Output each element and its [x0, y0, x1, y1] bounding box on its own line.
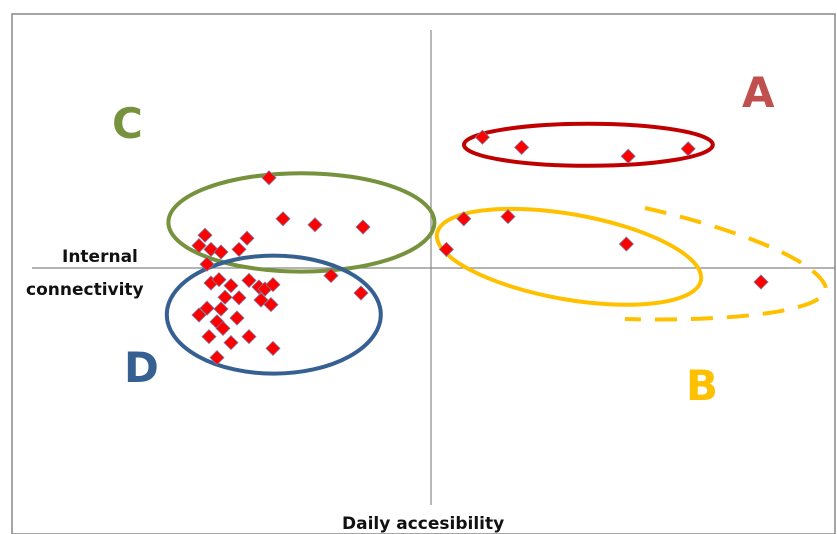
data-point: [514, 139, 530, 155]
data-point: [753, 274, 769, 290]
y-axis-label-line-2: connectivity: [26, 280, 144, 300]
data-point: [680, 141, 696, 157]
data-point: [215, 320, 231, 336]
data-point: [191, 238, 207, 254]
cluster-label-d: D: [124, 343, 159, 392]
data-point: [217, 289, 233, 305]
data-point: [307, 217, 323, 233]
data-point: [211, 272, 227, 288]
data-point: [265, 277, 281, 293]
data-point: [438, 241, 454, 257]
data-point: [197, 227, 213, 243]
data-point: [229, 310, 245, 326]
data-point: [261, 170, 277, 186]
data-point: [355, 219, 371, 235]
data-point: [209, 350, 225, 366]
data-point: [620, 148, 636, 164]
cluster-label-a: A: [742, 68, 775, 117]
data-point: [323, 268, 339, 284]
cluster-labels: A B C D: [112, 68, 775, 410]
data-point: [263, 297, 279, 313]
cluster-b-ellipse: [434, 206, 704, 307]
data-point: [199, 256, 215, 272]
y-axis-label-line-1: Internal: [62, 247, 138, 267]
cluster-b-dashed-extension: [624, 206, 828, 322]
data-point: [239, 230, 255, 246]
data-point: [231, 290, 247, 306]
data-point: [191, 307, 207, 323]
cluster-label-b: B: [686, 361, 718, 410]
data-point: [241, 272, 257, 288]
cluster-ellipses: [164, 121, 828, 376]
cluster-a-ellipse: [462, 121, 715, 168]
data-point: [223, 278, 239, 294]
data-point: [201, 329, 217, 345]
data-point: [474, 129, 490, 145]
x-axis-label: Daily accesibility: [342, 514, 504, 534]
data-point: [265, 340, 281, 356]
data-point: [456, 211, 472, 227]
data-point: [275, 211, 291, 227]
data-point: [231, 241, 247, 257]
data-point: [253, 292, 269, 308]
data-point: [353, 285, 369, 301]
data-point: [618, 236, 634, 252]
data-point: [213, 301, 229, 317]
cluster-c-ellipse: [166, 171, 437, 274]
data-point: [241, 329, 257, 345]
cluster-d-ellipse: [164, 253, 383, 376]
data-point: [500, 209, 516, 225]
data-points: [191, 129, 769, 366]
cluster-label-c: C: [112, 99, 143, 148]
data-point: [213, 244, 229, 260]
data-point: [199, 300, 215, 316]
data-point: [223, 335, 239, 351]
plot-frame: [11, 13, 836, 534]
